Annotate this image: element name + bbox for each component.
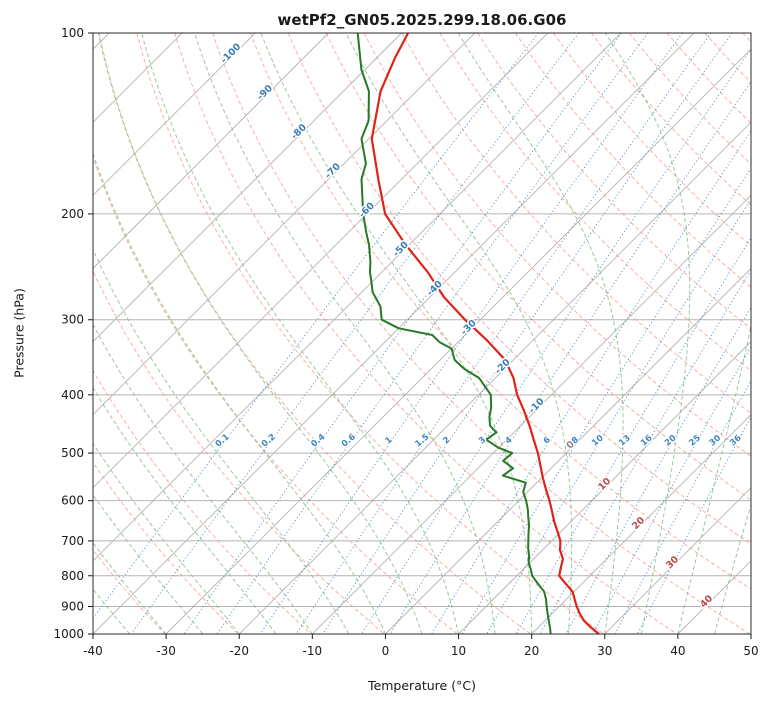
y-tick-label: 500 [61, 446, 84, 460]
background-lines [93, 33, 751, 634]
y-tick-label: 400 [61, 388, 84, 402]
y-tick-label: 700 [61, 534, 84, 548]
y-tick-label: 1000 [53, 627, 84, 641]
mixing-ratio-lines [93, 33, 751, 634]
y-tick-label: 300 [61, 313, 84, 327]
temperature-curve [370, 33, 600, 634]
y-tick-label: 600 [61, 494, 84, 508]
dewpoint-curve [356, 33, 552, 634]
x-tick-label: 50 [743, 644, 758, 658]
x-tick-label: -20 [229, 644, 249, 658]
chart-title: wetPf2_GN05.2025.299.18.06.G06 [277, 11, 567, 29]
x-tick-label: -30 [156, 644, 176, 658]
isotherm-lines [93, 33, 751, 634]
x-tick-label: 10 [451, 644, 466, 658]
x-axis: -40 -30 -20 -10 0 10 20 30 40 50 [83, 634, 759, 658]
y-tick-label: 800 [61, 569, 84, 583]
dry-adiabat-lines [93, 33, 751, 634]
y-tick-label: 900 [61, 599, 84, 613]
x-tick-label: 20 [524, 644, 539, 658]
x-tick-label: -10 [303, 644, 323, 658]
x-axis-title: Temperature (°C) [368, 678, 476, 693]
y-tick-label: 100 [61, 26, 84, 40]
x-tick-label: 30 [597, 644, 612, 658]
y-axis-title: Pressure (hPa) [11, 288, 27, 378]
moist-adiabat-lines [93, 33, 751, 634]
plot-frame [92, 32, 752, 635]
y-axis: 100 200 300 400 500 600 700 800 900 1000 [53, 26, 93, 641]
y-tick-label: 200 [61, 207, 84, 221]
x-tick-label: 40 [670, 644, 685, 658]
sounding-profiles [356, 33, 600, 634]
x-tick-label: 0 [382, 644, 390, 658]
pressure-gridlines [93, 33, 751, 634]
x-tick-label: -40 [83, 644, 103, 658]
